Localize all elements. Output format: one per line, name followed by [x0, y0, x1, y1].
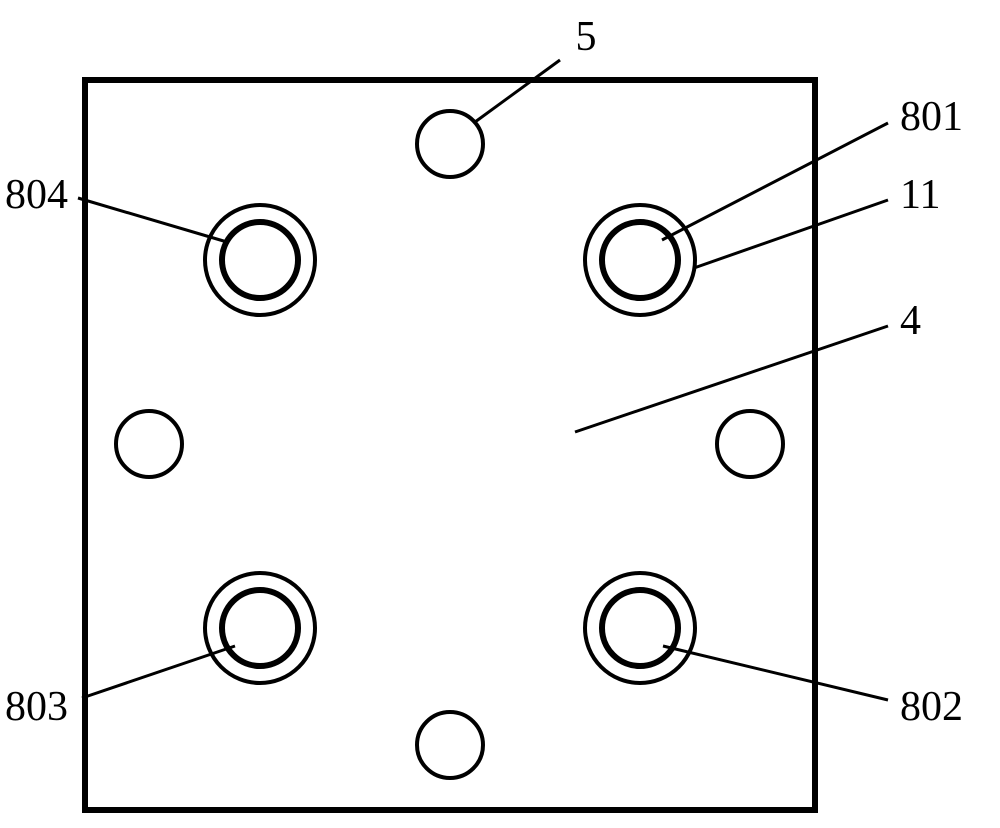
- label-11: 11: [900, 172, 940, 218]
- label-4: 4: [900, 298, 921, 344]
- label-803: 803: [5, 684, 68, 730]
- label-802: 802: [900, 684, 963, 730]
- canvas-bg: [0, 0, 1000, 828]
- label-5: 5: [576, 14, 597, 60]
- label-804: 804: [5, 172, 68, 218]
- label-801: 801: [900, 94, 963, 140]
